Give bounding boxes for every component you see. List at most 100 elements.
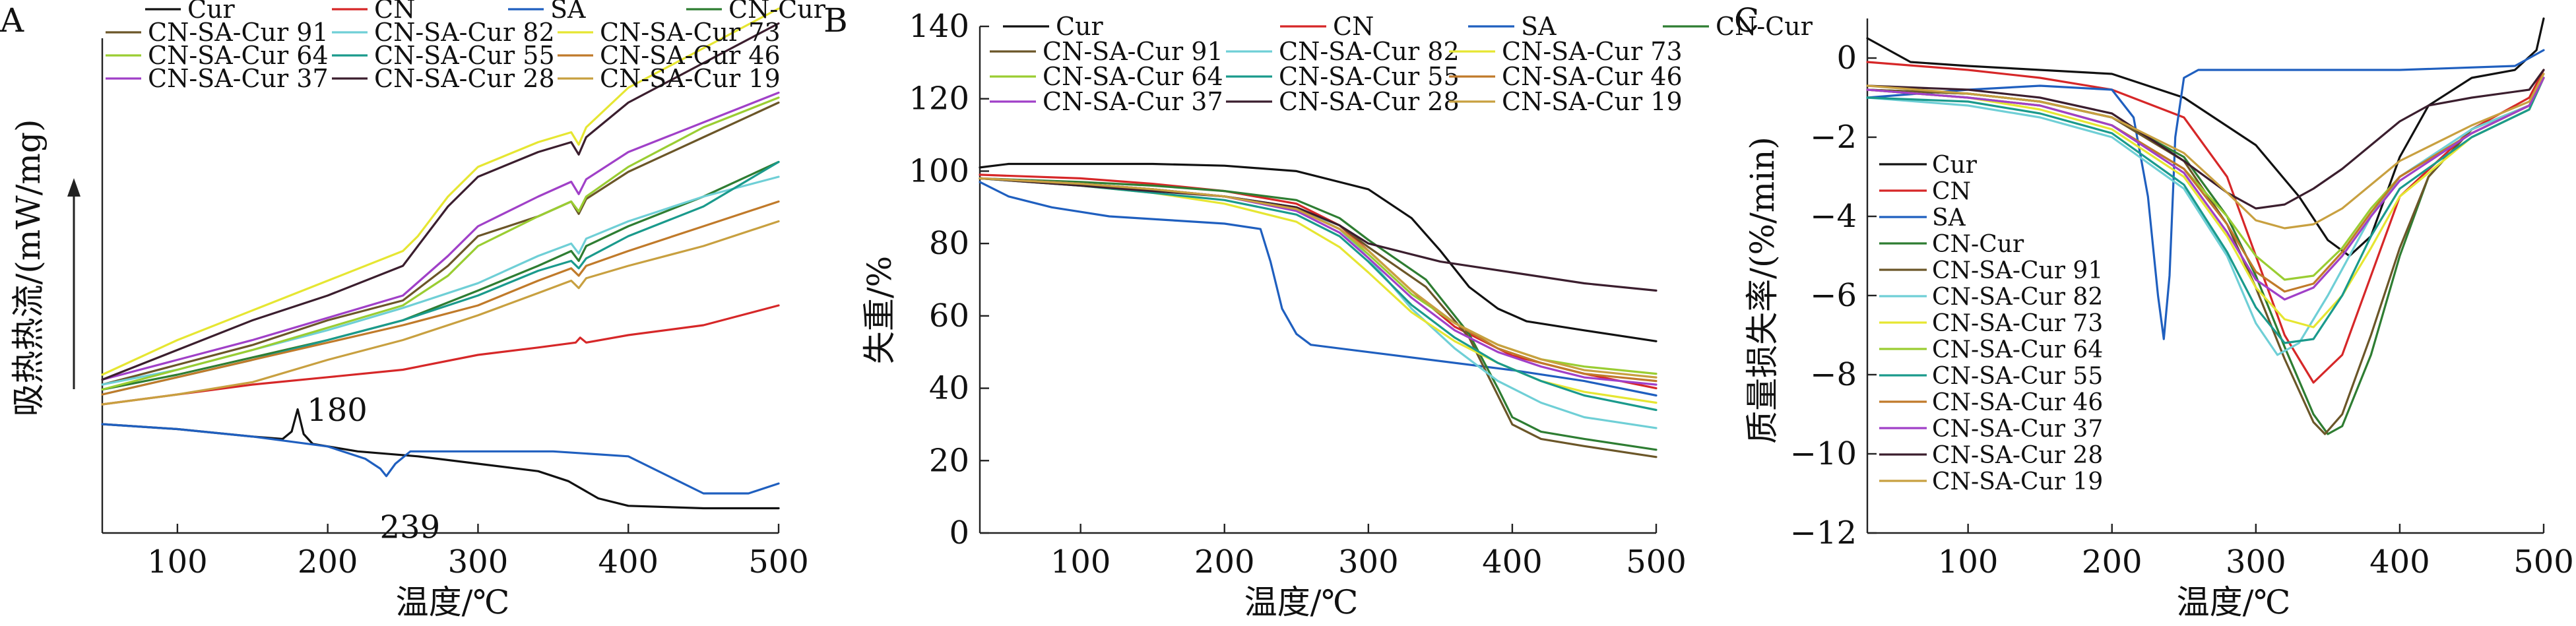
panel-b-series-sa [979, 181, 1658, 397]
panel-a-series-cn-cur [101, 160, 780, 391]
panel-b-y-tick-label: 100 [909, 152, 969, 189]
panel-letter-b: B [823, 1, 848, 40]
panel-c-y-tick-label: −10 [1790, 435, 1857, 472]
panel-c-legend-label: Cur [1932, 152, 1978, 179]
panel-a-series-cn-sa-cur-37 [101, 91, 780, 381]
panel-a-x-tick-label: 400 [598, 544, 659, 580]
panel-c-legend-label: CN-SA-Cur 73 [1932, 310, 2103, 337]
panel-c-y-tick-label: −2 [1810, 119, 1857, 156]
panel-c-legend-label: CN-Cur [1932, 231, 2024, 258]
panel-c-legend-label: CN-SA-Cur 46 [1932, 389, 2103, 416]
panel-b-x-tick-label: 400 [1482, 544, 1543, 580]
panel-a-x-tick-label: 500 [748, 544, 809, 580]
panel-c-y-tick-label: −4 [1810, 198, 1857, 235]
panel-a-legend-label: Cur [187, 0, 236, 24]
panel-a-legend-label: CN-SA-Cur 28 [374, 64, 555, 93]
panel-b-y-tick-label: 0 [949, 515, 969, 551]
panel-a-series-cn-sa-cur-55 [101, 160, 780, 396]
panel-b-legend-label: CN-SA-Cur 82 [1279, 37, 1460, 66]
panel-b-legend-label: CN [1333, 12, 1374, 41]
panel-b-x-tick-label: 100 [1050, 544, 1111, 580]
panel-a-legend-label: CN-SA-Cur 55 [374, 41, 555, 70]
panel-b-legend-label: CN-SA-Cur 55 [1279, 62, 1460, 91]
panel-a: A 温度/℃ 吸热热流/(mW/mg) 100 200 300 400 500 Cur C… [0, 0, 826, 621]
panel-c-legend-label: CN-SA-Cur 55 [1932, 363, 2103, 390]
panel-a-x-axis-title: 温度/℃ [396, 583, 510, 621]
panel-a-legend-label: CN-SA-Cur 37 [148, 64, 329, 93]
panel-c-legend-label: CN-SA-Cur 19 [1932, 468, 2103, 495]
panel-c-y-tick-label: 0 [1836, 40, 1857, 77]
panel-b-legend-label: CN-SA-Cur 64 [1043, 62, 1223, 91]
panel-a-legend-label: SA [550, 0, 586, 24]
panel-a-x-tick-label: 300 [448, 544, 509, 580]
panel-b-legend-label: SA [1521, 12, 1557, 41]
panel-b-legend-label: CN-SA-Cur 28 [1279, 87, 1460, 116]
panel-c-y-tick-label: −6 [1810, 277, 1857, 314]
panel-a-legend-label: CN-SA-Cur 19 [600, 64, 781, 93]
panel-a-series-cn-sa-cur-46 [101, 200, 780, 396]
panel-c-series-cn-sa-cur-37 [1866, 77, 2545, 301]
panel-c-series-cn-sa-cur-28 [1866, 69, 2545, 210]
panel-a-series-cur [101, 408, 780, 510]
panel-b-y-tick-label: 120 [909, 80, 969, 117]
panel-c-legend-label: SA [1932, 204, 1966, 232]
panel-a-series-cn-sa-cur-19 [101, 220, 780, 406]
panel-b-x-tick-label: 300 [1338, 544, 1399, 580]
panel-b-legend-label: CN-SA-Cur 19 [1502, 87, 1683, 116]
panel-c-series-cn-sa-cur-55 [1866, 77, 2545, 344]
panel-b-x-tick-label: 200 [1194, 544, 1255, 580]
panel-b-y-tick-label: 20 [929, 442, 969, 479]
panel-a-annotation: 180 [307, 392, 368, 429]
panel-c-y-axis-title: 质量损失率/(%/min) [1743, 137, 1782, 444]
panel-b-x-axis-title: 温度/℃ [1244, 583, 1359, 621]
panel-c-series-sa [1866, 49, 2545, 340]
panel-a-legend-label: CN [374, 0, 415, 24]
panel-b-y-tick-label: 140 [909, 8, 969, 45]
panel-a-x-tick-label: 200 [298, 544, 358, 580]
panel-b-legend-label: Cur [1056, 12, 1104, 41]
panel-a-x-tick-label: 100 [147, 544, 208, 580]
panel-b: B 温度/℃ 失重/% 100 200 300 400 500 0 20 40 60 80 100 1… [823, 1, 1813, 621]
panel-b-legend-label: CN-SA-Cur 73 [1502, 37, 1683, 66]
panel-a-series-cn-sa-cur-28 [101, 22, 780, 381]
panel-a-annotation: 239 [380, 509, 441, 546]
panel-b-series-cn-cur [979, 177, 1658, 451]
panel-c-x-tick-label: 500 [2513, 544, 2574, 580]
panel-a-legend-label: CN-SA-Cur 64 [148, 41, 329, 70]
panel-b-legend-label: CN-Cur [1716, 12, 1813, 41]
panel-b-series-cn-sa-cur-19 [979, 177, 1658, 379]
panel-a-y-arrow [67, 178, 80, 389]
panel-c-legend-label: CN-SA-Cur 91 [1932, 257, 2103, 284]
panel-b-series-cn-sa-cur-64 [979, 177, 1658, 375]
panel-a-legend-label: CN-SA-Cur 46 [600, 41, 781, 70]
panel-b-legend-label: CN-SA-Cur 91 [1043, 37, 1223, 66]
panel-letter-a: A [0, 1, 24, 40]
panel-c-series-cn [1866, 61, 2545, 384]
panel-c-legend-label: CN-SA-Cur 37 [1932, 416, 2103, 443]
panel-b-y-tick-label: 40 [929, 370, 969, 407]
panel-c-x-tick-label: 200 [2082, 544, 2142, 580]
panel-c-legend-label: CN-SA-Cur 82 [1932, 284, 2103, 311]
panel-c-legend-label: CN-SA-Cur 64 [1932, 336, 2103, 363]
panel-a-legend-label: CN-SA-Cur 91 [148, 18, 329, 47]
panel-a-legend-label: CN-Cur [728, 0, 826, 24]
panel-c-legend-label: CN-SA-Cur 28 [1932, 442, 2103, 469]
panel-a-series-sa [101, 423, 780, 495]
panel-a-series-cn [101, 304, 780, 406]
panel-c: C 温度/℃ 质量损失率/(%/min) 100 200 300 400 500 −12 −… [1734, 1, 2574, 621]
panel-c-x-tick-label: 100 [1938, 544, 1999, 580]
panel-c-y-tick-label: −8 [1810, 356, 1857, 393]
panel-b-x-tick-label: 500 [1626, 544, 1687, 580]
panel-a-series-cn-sa-cur-73 [101, 7, 780, 376]
panel-c-series-cn-sa-cur-82 [1866, 77, 2545, 356]
panel-a-y-axis-title: 吸热热流/(mW/mg) [9, 119, 48, 417]
panel-b-series-cur [979, 162, 1658, 342]
panel-b-y-axis-title: 失重/% [860, 256, 899, 364]
panel-c-x-axis-title: 温度/℃ [2177, 583, 2291, 621]
panel-a-legend-label: CN-SA-Cur 82 [374, 18, 555, 47]
panel-b-y-tick-label: 80 [929, 225, 969, 262]
panel-letter-c: C [1734, 1, 1759, 40]
panel-c-series-cur [1866, 17, 2545, 257]
panel-a-series-cn-sa-cur-91 [101, 101, 780, 386]
